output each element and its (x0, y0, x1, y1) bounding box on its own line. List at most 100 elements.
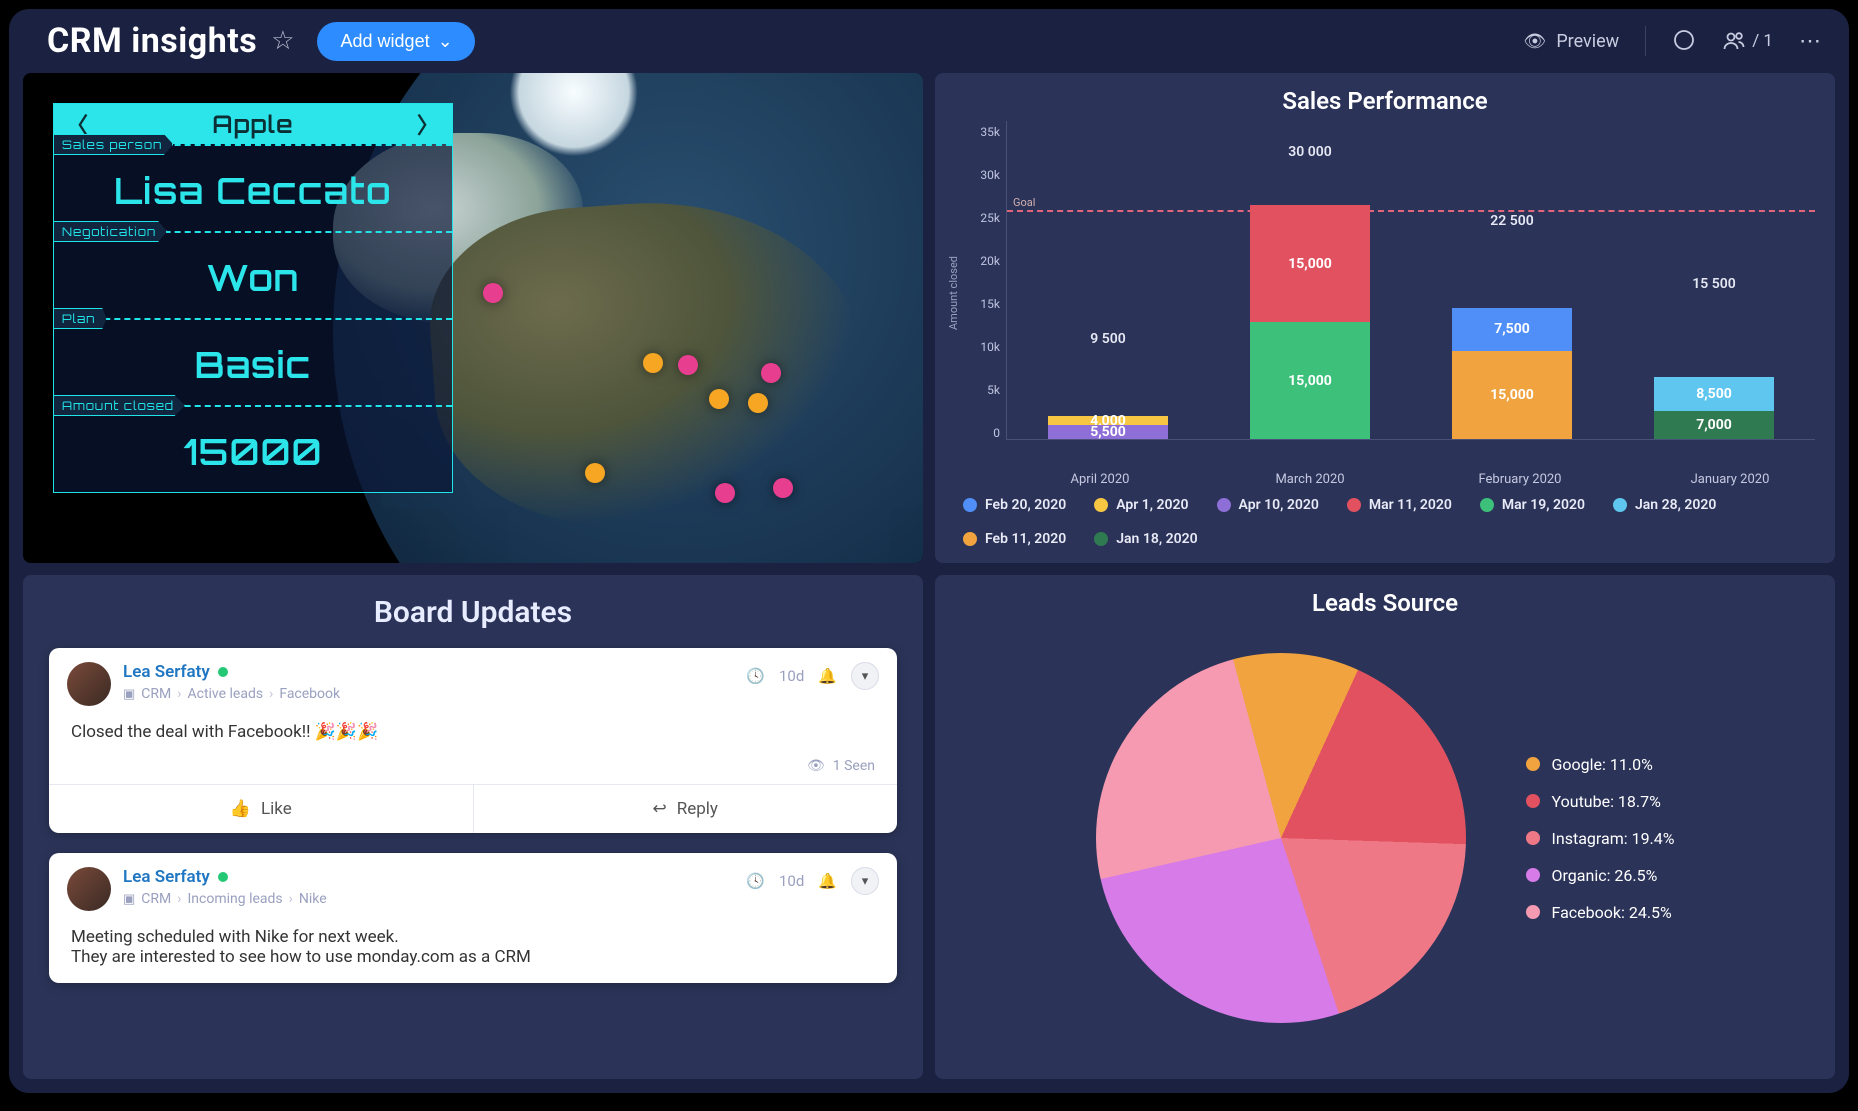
bar-segment: 15,000 (1250, 322, 1370, 439)
legend-swatch (1217, 498, 1231, 512)
favorite-star-icon[interactable]: ☆ (271, 26, 294, 56)
header: CRM insights ☆ Add widget ⌄ 👁 Preview / … (9, 9, 1849, 73)
pie-legend: Google: 11.0% Youtube: 18.7% Instagram: 19… (1526, 755, 1675, 922)
legend-swatch (1526, 794, 1540, 808)
bar-segment: 15,000 (1452, 351, 1572, 439)
hud-field-value: Won (54, 239, 452, 308)
legend-swatch (963, 532, 977, 546)
more-menu-icon[interactable]: ⋯ (1799, 29, 1821, 54)
presence-indicator-icon (218, 872, 228, 882)
seen-row: 👁1 Seen (49, 758, 897, 784)
breadcrumb-part[interactable]: CRM (141, 891, 171, 907)
post-body: Closed the deal with Facebook!! 🎉🎉🎉 (49, 712, 897, 758)
legend-item: Mar 11, 2020 (1347, 497, 1452, 513)
chat-icon[interactable] (1672, 29, 1696, 53)
leads-chart-title: Leads Source (935, 575, 1835, 623)
globe-widget: 〈 Apple 〉 Sales person Lisa CeccatoNegot… (23, 73, 923, 563)
bell-icon[interactable]: 🔔 (818, 667, 837, 685)
author-link[interactable]: Lea Serfaty (123, 662, 210, 682)
sales-chart-title: Sales Performance (935, 73, 1835, 121)
bar-segment: 5,500 (1048, 425, 1168, 439)
map-pin[interactable] (773, 478, 793, 498)
post-body: Meeting scheduled with Nike for next wee… (49, 917, 897, 983)
post-menu-button[interactable]: ▾ (851, 867, 879, 895)
add-widget-button[interactable]: Add widget ⌄ (317, 22, 475, 61)
bar-segment: 8,500 (1654, 377, 1774, 411)
eye-icon: 👁 (1523, 31, 1546, 52)
breadcrumb-part[interactable]: Facebook (279, 686, 340, 702)
add-widget-label: Add widget (341, 31, 430, 52)
reply-icon: ↩ (653, 799, 667, 819)
legend-item: Instagram: 19.4% (1526, 829, 1675, 848)
x-axis-label: January 2020 (1625, 472, 1835, 487)
map-pin[interactable] (715, 483, 735, 503)
like-button[interactable]: 👍Like (49, 785, 473, 833)
legend-item: Facebook: 24.5% (1526, 903, 1675, 922)
separator (1645, 26, 1646, 56)
legend-item: Youtube: 18.7% (1526, 792, 1675, 811)
legend-swatch (1094, 532, 1108, 546)
page-title: CRM insights (47, 21, 257, 61)
legend-swatch (963, 498, 977, 512)
post-menu-button[interactable]: ▾ (851, 662, 879, 690)
reply-button[interactable]: ↩Reply (473, 785, 898, 833)
legend-label: Mar 19, 2020 (1502, 497, 1585, 513)
globe-hud: 〈 Apple 〉 Sales person Lisa CeccatoNegot… (53, 103, 453, 493)
presence-indicator-icon (218, 667, 228, 677)
hud-row: Plan Basic (54, 318, 452, 405)
bar-group: 15,0007,50022 500 (1452, 235, 1572, 439)
clock-icon: 🕓 (746, 872, 765, 890)
hud-field-value: Basic (54, 326, 452, 395)
map-pin[interactable] (643, 353, 663, 373)
y-axis-ticks: 35k30k25k20k15k10k5k0 (962, 121, 1006, 466)
breadcrumb: ▣ CRM › Active leads › Facebook (123, 686, 734, 702)
legend-item: Apr 1, 2020 (1094, 497, 1188, 513)
map-pin[interactable] (678, 355, 698, 375)
author-link[interactable]: Lea Serfaty (123, 867, 210, 887)
update-card: Lea Serfaty ▣ CRM › Incoming leads › Nik… (49, 853, 897, 983)
bar-total-label: 30 000 (1250, 144, 1370, 160)
bar-segment: 7,000 (1654, 411, 1774, 439)
hud-row: Negotication Won (54, 231, 452, 318)
map-pin[interactable] (761, 363, 781, 383)
breadcrumb-part[interactable]: Nike (299, 891, 327, 907)
post-actions: 👍Like ↩Reply (49, 784, 897, 833)
breadcrumb-part[interactable]: CRM (141, 686, 171, 702)
legend-item: Organic: 26.5% (1526, 866, 1675, 885)
avatar[interactable] (67, 662, 111, 706)
map-pin[interactable] (709, 389, 729, 409)
x-axis-labels: April 2020March 2020February 2020January… (935, 466, 1835, 487)
update-card: Lea Serfaty ▣ CRM › Active leads › Faceb… (49, 648, 897, 833)
map-pin[interactable] (585, 463, 605, 483)
hud-next-icon[interactable]: 〉 (417, 108, 440, 140)
clock-icon: 🕓 (746, 667, 765, 685)
hud-field-label: Amount closed (54, 395, 185, 416)
legend-item: Google: 11.0% (1526, 755, 1675, 774)
legend-label: Mar 11, 2020 (1369, 497, 1452, 513)
post-age: 10d (779, 872, 804, 890)
people-button[interactable]: / 1 (1722, 29, 1773, 53)
legend-label: Jan 18, 2020 (1116, 531, 1197, 547)
legend-item: Jan 28, 2020 (1613, 497, 1716, 513)
map-pin[interactable] (483, 283, 503, 303)
map-pin[interactable] (748, 393, 768, 413)
hud-field-label: Plan (54, 308, 107, 329)
breadcrumb: ▣ CRM › Incoming leads › Nike (123, 891, 734, 907)
legend-label: Organic: 26.5% (1552, 866, 1658, 885)
preview-label: Preview (1556, 31, 1619, 52)
bell-icon[interactable]: 🔔 (818, 872, 837, 890)
preview-button[interactable]: 👁 Preview (1523, 31, 1619, 52)
dashboard-grid: 〈 Apple 〉 Sales person Lisa CeccatoNegot… (9, 73, 1849, 1093)
breadcrumb-part[interactable]: Active leads (187, 686, 263, 702)
breadcrumb-part[interactable]: Incoming leads (187, 891, 282, 907)
legend-item: Jan 18, 2020 (1094, 531, 1197, 547)
avatar[interactable] (67, 867, 111, 911)
sales-bar-chart: Amount closed 35k30k25k20k15k10k5k0 Goal… (935, 121, 1835, 466)
legend-label: Apr 1, 2020 (1116, 497, 1188, 513)
bar-total-label: 15 500 (1654, 276, 1774, 292)
board-icon: ▣ (123, 687, 135, 702)
legend-label: Facebook: 24.5% (1552, 903, 1672, 922)
legend-swatch (1347, 498, 1361, 512)
hud-row: Amount closed 15000 (54, 405, 452, 492)
legend-swatch (1526, 905, 1540, 919)
